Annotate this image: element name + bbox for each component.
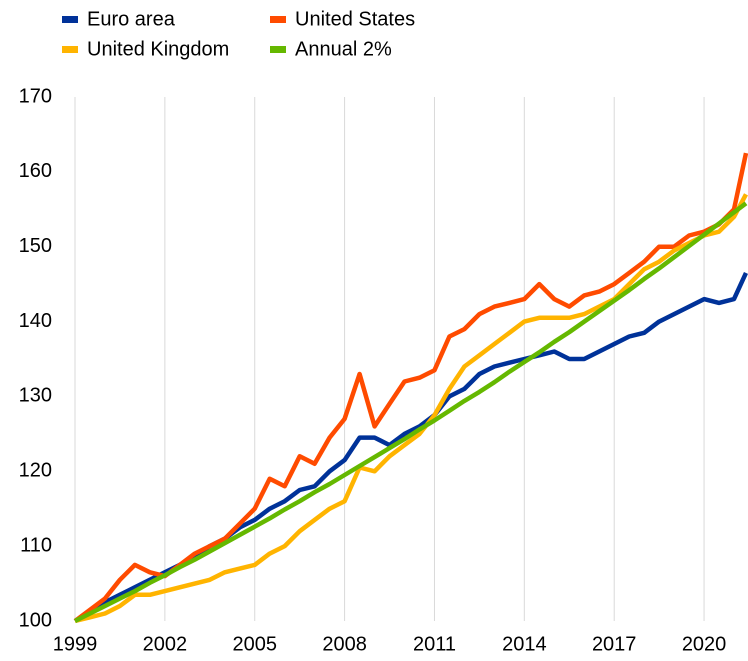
y-tick-label: 130 <box>19 385 52 407</box>
legend-label: Annual 2% <box>295 38 392 60</box>
y-tick-label: 120 <box>19 460 52 482</box>
x-tick-label: 2002 <box>143 633 188 655</box>
legend-swatch <box>62 16 78 23</box>
series-line <box>73 152 748 623</box>
legend-label: United Kingdom <box>87 38 229 60</box>
legend-swatch <box>62 46 78 53</box>
x-tick-label: 2011 <box>413 633 456 655</box>
x-tick-label: 2005 <box>232 633 277 655</box>
x-tick-label: 2020 <box>682 633 727 655</box>
x-tick-label: 2017 <box>592 633 637 655</box>
y-tick-label: 140 <box>19 310 52 332</box>
x-tick-label: 1999 <box>53 633 98 655</box>
legend-label: United States <box>295 8 415 30</box>
y-tick-label: 170 <box>19 85 52 107</box>
legend-swatch <box>270 46 286 53</box>
y-tick-label: 150 <box>19 235 52 257</box>
y-tick-label: 110 <box>20 534 52 556</box>
legend-label: Euro area <box>87 8 176 30</box>
legend-swatch <box>270 16 286 23</box>
series-line <box>74 193 748 624</box>
x-tick-label: 2014 <box>502 633 547 655</box>
y-tick-label: 100 <box>19 609 52 631</box>
y-tick-label: 160 <box>19 160 52 182</box>
x-tick-label: 2008 <box>322 633 367 655</box>
series-line <box>73 201 748 624</box>
